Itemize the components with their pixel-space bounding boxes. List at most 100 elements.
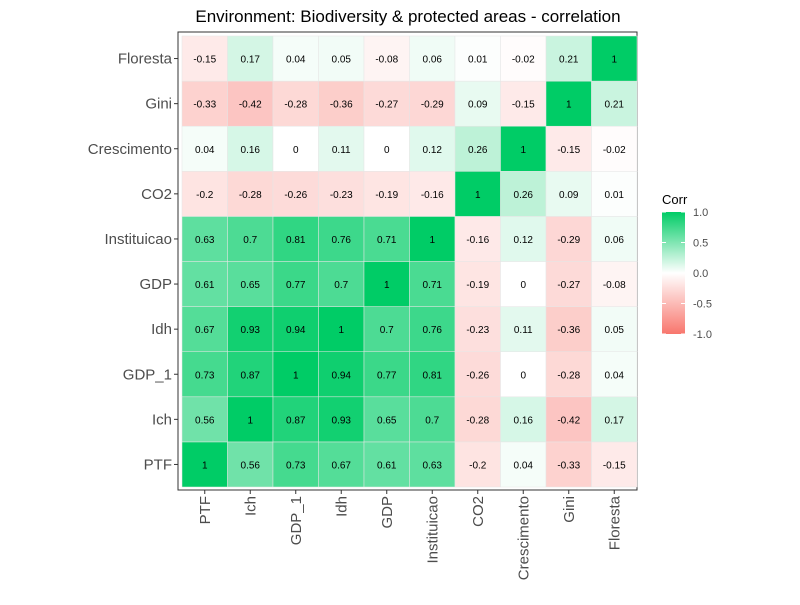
heatmap-cell: 0.7 xyxy=(318,261,365,307)
cell-value-label: 0.87 xyxy=(286,415,306,426)
cell-fill xyxy=(409,351,456,398)
cell-value-label: 0.87 xyxy=(241,370,261,381)
heatmap-cell: -0.42 xyxy=(227,80,274,127)
cell-value-label: 0.94 xyxy=(286,325,306,336)
cell-value-label: 0.05 xyxy=(332,55,352,66)
heatmap-cell: -0.27 xyxy=(363,80,410,127)
cell-fill xyxy=(591,351,638,398)
cell-value-label: -0.23 xyxy=(330,190,353,201)
heatmap-cell: -0.36 xyxy=(545,306,592,352)
cell-value-label: 0.06 xyxy=(605,235,625,246)
cell-fill xyxy=(500,306,547,352)
cell-value-label: 0.04 xyxy=(195,145,215,156)
heatmap-cell: 0.12 xyxy=(409,125,456,172)
cell-fill xyxy=(591,35,638,82)
cell-value-label: 0.71 xyxy=(377,235,397,246)
cell-fill xyxy=(454,306,501,352)
cell-value-label: -0.19 xyxy=(375,190,398,201)
cell-fill xyxy=(227,351,274,398)
cell-value-label: -0.08 xyxy=(603,280,626,291)
cell-fill xyxy=(591,125,638,172)
heatmap-cell: 0.26 xyxy=(454,125,501,172)
heatmap-cell: 0.16 xyxy=(500,396,547,443)
cell-value-label: -0.26 xyxy=(284,190,307,201)
cell-value-label: 0.12 xyxy=(423,145,443,156)
heatmap-cell: 1 xyxy=(181,441,228,488)
cell-value-label: -0.28 xyxy=(239,190,262,201)
heatmap-cell: 0.06 xyxy=(409,35,456,82)
cell-value-label: 0.76 xyxy=(332,235,352,246)
cell-fill xyxy=(454,35,501,82)
cell-value-label: 0.01 xyxy=(468,55,488,66)
heatmap-cell: 0.05 xyxy=(591,306,638,352)
heatmap-cell: 0.11 xyxy=(500,306,547,352)
heatmap-cell: -0.36 xyxy=(318,80,365,127)
y-tick-label: CO2 xyxy=(141,186,172,203)
cell-fill xyxy=(363,396,410,443)
heatmap-cell: 1 xyxy=(454,171,501,217)
cell-value-label: 0.73 xyxy=(195,370,215,381)
cell-fill xyxy=(181,171,228,217)
cell-value-label: 0.65 xyxy=(377,415,397,426)
y-tick-label: PTF xyxy=(144,456,172,473)
heatmap-cell: 0.56 xyxy=(181,396,228,443)
y-tick-label: Crescimento xyxy=(88,141,172,158)
heatmap-cell: -0.02 xyxy=(591,125,638,172)
cell-fill xyxy=(500,216,547,262)
cell-value-label: 0.61 xyxy=(377,460,397,471)
y-tick-label: Gini xyxy=(145,96,172,113)
x-tick-label: Ich xyxy=(242,496,259,516)
cell-value-label: -0.15 xyxy=(512,100,535,111)
heatmap-cell: 1 xyxy=(409,216,456,262)
cell-value-label: 0.09 xyxy=(468,100,488,111)
heatmap-cell: 0.61 xyxy=(363,441,410,488)
cell-value-label: 0.04 xyxy=(605,370,625,381)
cell-value-label: 0.12 xyxy=(514,235,534,246)
cell-value-label: -0.29 xyxy=(557,235,580,246)
cell-fill xyxy=(363,80,410,127)
cell-value-label: -0.19 xyxy=(466,280,489,291)
cell-fill xyxy=(181,396,228,443)
x-tick-label: Floresta xyxy=(606,495,623,550)
heatmap-cell: 1 xyxy=(500,125,547,172)
heatmap-cell: 0.73 xyxy=(272,441,319,488)
cell-value-label: 0.17 xyxy=(605,415,625,426)
cell-value-label: 0.21 xyxy=(559,55,579,66)
heatmap-cell: -0.08 xyxy=(591,261,638,307)
y-axis: PTF Ich GDP_1 Idh GDP Instituicao CO2 Crescimen… xyxy=(88,51,178,473)
cell-value-label: 0.63 xyxy=(195,235,215,246)
heatmap-cell: 0.61 xyxy=(181,261,228,307)
cell-value-label: 1 xyxy=(566,100,572,111)
cell-value-label: -0.27 xyxy=(375,100,398,111)
cell-value-label: 0.04 xyxy=(286,55,306,66)
cell-value-label: 0.77 xyxy=(377,370,397,381)
heatmap-cell: -0.26 xyxy=(454,351,501,398)
heatmap-cell: -0.33 xyxy=(181,80,228,127)
heatmap-cell: 0.77 xyxy=(272,261,319,307)
heatmap-cell: 0 xyxy=(272,125,319,172)
cell-fill xyxy=(227,171,274,217)
cell-value-label: 0.16 xyxy=(514,415,534,426)
cell-value-label: 0.73 xyxy=(286,460,306,471)
cell-value-label: -0.16 xyxy=(421,190,444,201)
cell-value-label: -0.33 xyxy=(193,100,216,111)
color-legend: Corr 1.0 0.5 0.0 -0.5 -1.0 xyxy=(662,192,712,341)
cell-value-label: 0.26 xyxy=(514,190,534,201)
heatmap-cell: 0.17 xyxy=(591,396,638,443)
cell-fill xyxy=(363,171,410,217)
heatmap-cell: 0.81 xyxy=(409,351,456,398)
cell-value-label: 1 xyxy=(611,55,617,66)
cell-fill xyxy=(181,306,228,352)
cell-value-label: 0.71 xyxy=(423,280,443,291)
heatmap-cell: 0.04 xyxy=(272,35,319,82)
cell-value-label: -0.42 xyxy=(557,415,580,426)
heatmap-cells: 1 0.56 0.73 0.67 0.61 0.63 -0.2 0.04 -0.33 -0.15 0… xyxy=(181,35,638,488)
cell-value-label: -0.15 xyxy=(603,460,626,471)
heatmap-cell: 0.71 xyxy=(363,216,410,262)
heatmap-cell: 0.56 xyxy=(227,441,274,488)
cell-value-label: 0.17 xyxy=(241,55,261,66)
cell-value-label: -0.33 xyxy=(557,460,580,471)
cell-fill xyxy=(591,261,638,307)
cell-value-label: 0.11 xyxy=(514,325,533,336)
